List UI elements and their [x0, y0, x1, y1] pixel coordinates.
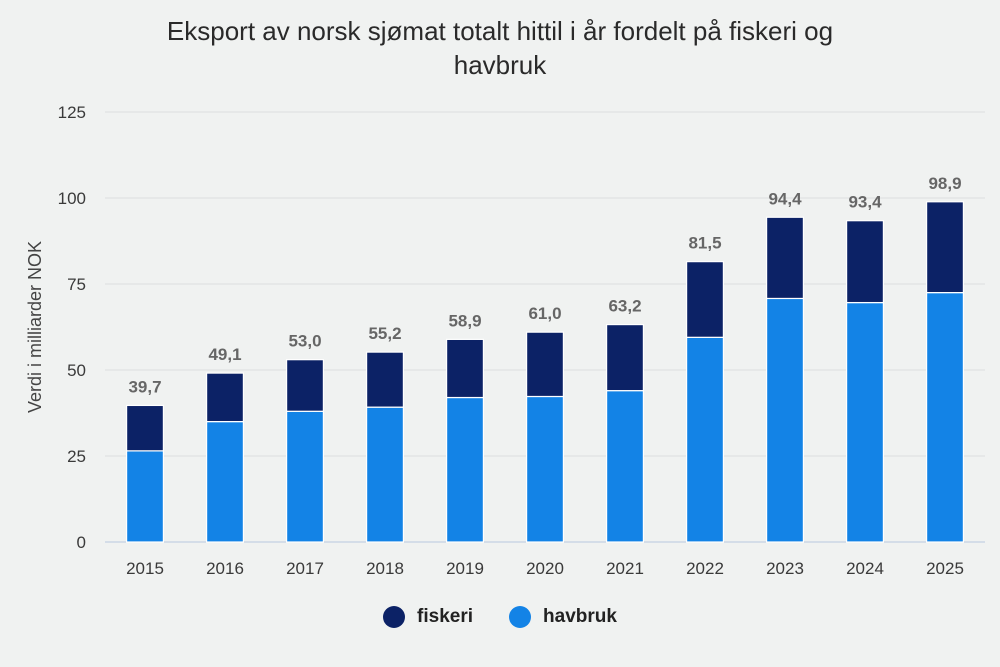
- x-tick-label-2016: 2016: [206, 559, 244, 578]
- bar-havbruk-2025: [925, 292, 964, 543]
- bar-fiskeri-2017: [286, 359, 325, 412]
- legend-label-fiskeri: fiskeri: [417, 606, 474, 627]
- total-label-2022: 81,5: [688, 234, 721, 253]
- x-tick-label-2022: 2022: [686, 559, 724, 578]
- bar-fiskeri-2021: [605, 323, 644, 392]
- x-tick-label-2017: 2017: [286, 559, 324, 578]
- legend: fiskeri havbruk: [0, 606, 1000, 628]
- total-label-2023: 94,4: [768, 189, 802, 208]
- bar-fiskeri-2018: [366, 351, 405, 408]
- total-labels: 39,7 49,1 53,0 55,2 58,9 61,0 63,2 81,5 94,4 93,4…: [128, 174, 961, 397]
- x-axis-ticks: 2015 2016 2017 2018 2019 2020 2021 2022 2023 2024…: [126, 559, 964, 578]
- legend-swatch-havbruk: [509, 606, 532, 628]
- total-label-2021: 63,2: [608, 297, 641, 316]
- legend-swatch-fiskeri: [383, 606, 406, 628]
- bar-havbruk-2015: [125, 450, 164, 543]
- bar-havbruk-2021: [605, 390, 644, 543]
- chart-title-line-1: Eksport av norsk sjømat totalt hittil i …: [166, 16, 834, 46]
- bar-havbruk-2023: [765, 297, 804, 543]
- bar-fiskeri-2020: [525, 331, 564, 398]
- legend-item-havbruk[interactable]: havbruk: [509, 606, 617, 628]
- bar-fiskeri-2025: [925, 201, 964, 294]
- x-tick-label-2018: 2018: [366, 559, 404, 578]
- chart-title: Eksport av norsk sjømat totalt hittil i …: [100, 14, 900, 82]
- y-tick-label-100: 100: [58, 189, 86, 208]
- bar-havbruk-2024: [845, 301, 884, 543]
- total-label-2024: 93,4: [848, 193, 882, 212]
- bar-fiskeri-2023: [765, 216, 804, 300]
- x-tick-label-2020: 2020: [526, 559, 564, 578]
- total-label-2019: 58,9: [448, 311, 481, 330]
- x-tick-label-2024: 2024: [846, 559, 884, 578]
- total-label-2025: 98,9: [928, 174, 961, 193]
- bar-fiskeri-2019: [446, 338, 485, 399]
- total-label-2017: 53,0: [288, 332, 321, 351]
- x-tick-label-2019: 2019: [446, 559, 484, 578]
- bar-fiskeri-2015: [125, 404, 164, 452]
- chart-title-line-2: havbruk: [453, 50, 547, 80]
- y-tick-label-50: 50: [67, 361, 86, 380]
- bar-havbruk-2017: [286, 410, 325, 543]
- total-label-2020: 61,0: [528, 304, 561, 323]
- y-axis-ticks: 0 25 50 75 100 125: [58, 103, 86, 552]
- legend-label-havbruk: havbruk: [543, 606, 617, 627]
- bar-havbruk-2022: [685, 336, 724, 543]
- bar-fiskeri-2016: [206, 372, 245, 423]
- bar-fiskeri-2024: [845, 220, 884, 304]
- bar-havbruk-2019: [446, 396, 485, 543]
- total-label-2015: 39,7: [128, 377, 161, 396]
- bar-havbruk-2018: [366, 406, 405, 543]
- bars: [125, 201, 964, 543]
- y-axis-label: Verdi i milliarder NOK: [25, 241, 45, 413]
- total-label-2018: 55,2: [368, 324, 401, 343]
- x-tick-label-2015: 2015: [126, 559, 164, 578]
- bar-havbruk-2016: [206, 421, 245, 543]
- x-tick-label-2021: 2021: [606, 559, 644, 578]
- legend-item-fiskeri[interactable]: fiskeri: [383, 606, 473, 628]
- y-tick-label-125: 125: [58, 103, 86, 122]
- bar-havbruk-2020: [525, 395, 564, 543]
- y-tick-label-0: 0: [77, 533, 86, 552]
- total-label-2016: 49,1: [208, 345, 241, 364]
- x-tick-label-2023: 2023: [766, 559, 804, 578]
- bar-fiskeri-2022: [685, 261, 724, 338]
- y-tick-label-75: 75: [67, 275, 86, 294]
- x-tick-label-2025: 2025: [926, 559, 964, 578]
- y-tick-label-25: 25: [67, 447, 86, 466]
